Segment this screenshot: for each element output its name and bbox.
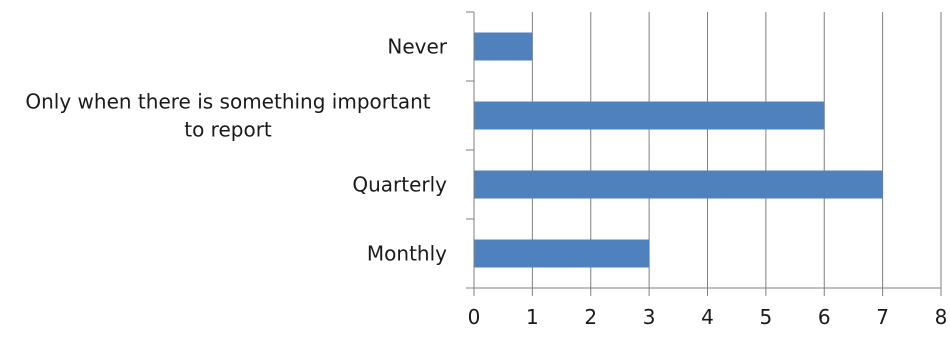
bars — [474, 32, 883, 268]
bar — [474, 32, 533, 61]
x-tick-label: 6 — [818, 305, 831, 329]
x-tick-label: 5 — [760, 305, 773, 329]
category-label-line: to report — [184, 118, 272, 142]
bar — [474, 239, 650, 268]
category-labels: Never Only when there is something import… — [25, 35, 447, 266]
x-tick-label: 1 — [526, 305, 539, 329]
category-label: Monthly — [367, 242, 447, 266]
category-label-line: Only when there is something important — [25, 90, 430, 114]
x-tick-label: 8 — [935, 305, 948, 329]
category-label-line: Never — [387, 35, 447, 59]
x-tick-label: 4 — [701, 305, 714, 329]
category-label: Never — [387, 35, 447, 59]
category-label: Quarterly — [352, 173, 447, 197]
axes — [466, 11, 942, 296]
category-label-line: Monthly — [367, 242, 447, 266]
x-tick-label: 2 — [584, 305, 597, 329]
category-label: Only when there is something important to… — [25, 90, 430, 142]
x-tick-label: 3 — [643, 305, 656, 329]
x-tick-labels: 0 1 2 3 4 5 6 7 8 — [468, 305, 948, 329]
bar — [474, 101, 825, 130]
gridlines — [531, 12, 942, 288]
x-tick-label: 0 — [468, 305, 481, 329]
bar — [474, 170, 883, 199]
x-tick-label: 7 — [876, 305, 889, 329]
category-label-line: Quarterly — [352, 173, 447, 197]
